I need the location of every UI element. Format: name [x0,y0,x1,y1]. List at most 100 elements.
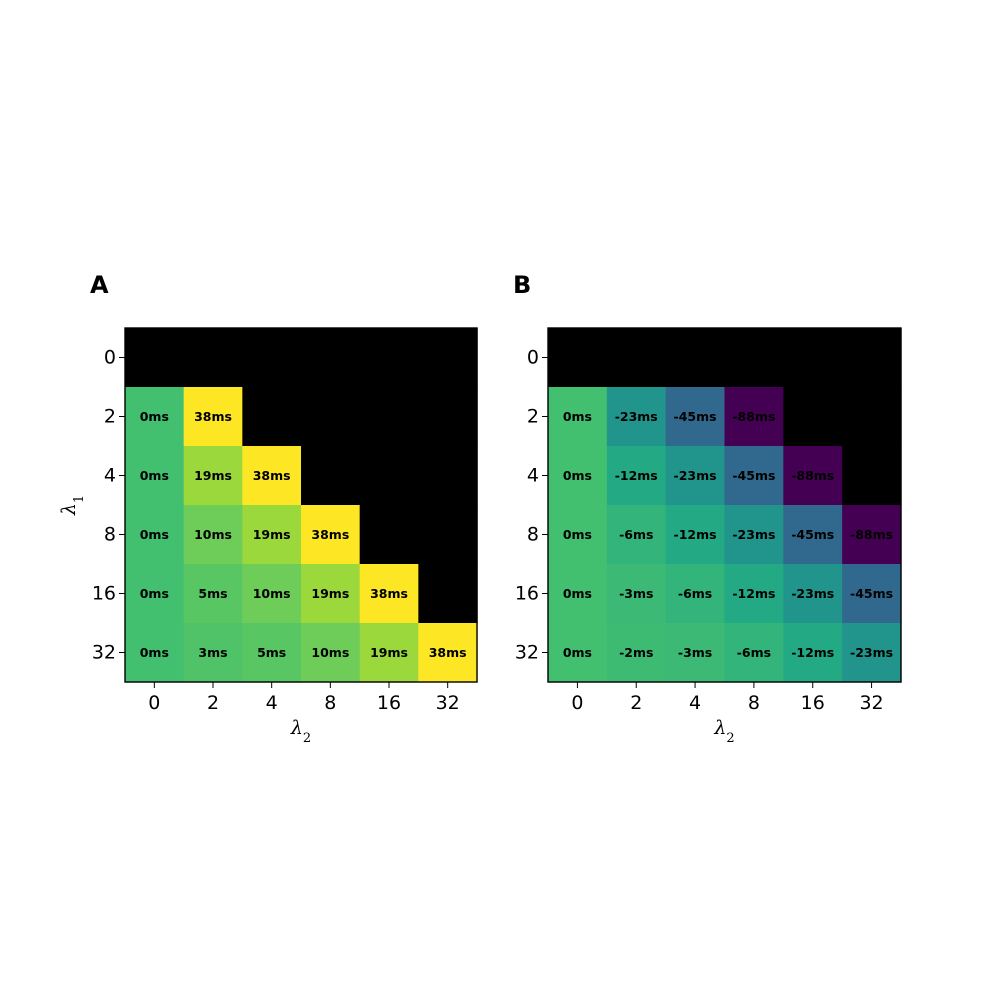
masked-cell [842,328,902,388]
cell-value-label: 19ms [370,645,408,660]
heatmap-cell [183,505,243,565]
cell-value-label: -23ms [791,586,834,601]
masked-cell [418,505,478,565]
panel-b: B 0ms -23ms -45ms -88ms 0ms -12ms -23ms -45ms -88… [513,271,902,746]
heatmap-cell [606,623,667,683]
heatmap-cell [606,446,667,506]
cell-value-label: 19ms [311,586,349,601]
x-tick-label: 4 [689,692,701,714]
x-tick-label: 2 [207,692,219,714]
y-tick-label: 16 [515,583,539,605]
cell-value-label: -45ms [791,527,834,542]
heatmap-cell [724,505,784,565]
heatmap-cell [665,623,726,683]
cell-value-label: 0ms [140,527,169,542]
heatmap-cell [125,623,185,683]
heatmap-cell [183,623,243,683]
x-axis-label: λ2 [713,717,734,746]
heatmap-cell [548,387,608,447]
heatmap-cell [301,564,361,624]
panel-label: B [513,271,531,299]
y-tick-label: 8 [104,524,116,546]
y-axis-label: λ1 [58,495,87,516]
cell-value-label: -12ms [732,586,775,601]
heatmap-cell [359,623,419,683]
heatmap-cell [783,564,843,624]
heatmap-cell [665,564,726,624]
x-tick-label: 4 [266,692,278,714]
masked-cell [418,387,478,447]
heatmap-cell [783,446,843,506]
heatmap-cell [724,387,784,447]
x-tick-label: 16 [377,692,401,714]
heatmap-cell [842,623,902,683]
heatmap-cell [665,446,726,506]
heatmap-cell [125,387,185,447]
heatmap-cell [606,564,667,624]
masked-cell [418,564,478,624]
x-tick-label: 32 [859,692,883,714]
x-tick-label: 16 [801,692,825,714]
x-tick-label: 2 [630,692,642,714]
masked-cell [842,446,902,506]
y-tick-label: 4 [104,465,116,487]
heatmap-cell [242,623,302,683]
masked-cell [783,387,843,447]
masked-cell [183,328,243,388]
cell-value-label: 5ms [257,645,286,660]
cell-value-label: -23ms [732,527,775,542]
y-tick-label: 0 [527,347,539,369]
heatmap-cell [242,564,302,624]
masked-cell [359,505,419,565]
cell-value-label: -45ms [732,468,775,483]
masked-cell [301,446,361,506]
y-tick-label: 32 [515,642,539,664]
masked-cell [301,328,361,388]
heatmap-cell [242,446,302,506]
y-tick-label: 4 [527,465,539,487]
x-tick-label: 8 [324,692,336,714]
heatmap-cell [301,505,361,565]
cell-value-label: -3ms [619,586,653,601]
heatmap-cell [842,564,902,624]
x-tick-label: 32 [436,692,460,714]
cell-value-label: 38ms [253,468,291,483]
x-axis-label: λ2 [290,717,311,746]
y-tick-label: 2 [527,406,539,428]
cell-value-label: 0ms [563,409,592,424]
masked-cell [359,446,419,506]
x-tick-label: 8 [748,692,760,714]
masked-cell [665,328,726,388]
masked-cell [418,328,478,388]
cell-value-label: -3ms [678,645,712,660]
heatmap-cell [418,623,478,683]
masked-cell [842,387,902,447]
heatmap-cell [548,446,608,506]
heatmap-cell [665,505,726,565]
heatmap-cell [125,564,185,624]
cell-value-label: -2ms [619,645,653,660]
cell-value-label: -12ms [791,645,834,660]
x-tick-label: 0 [571,692,583,714]
masked-cell [783,328,843,388]
plot-frame [124,327,478,683]
y-tick-label: 2 [104,406,116,428]
cell-value-label: 19ms [194,468,232,483]
y-tick-label: 0 [104,347,116,369]
masked-cell [606,328,667,388]
masked-cell [242,387,302,447]
cell-value-label: -45ms [674,409,717,424]
cell-value-label: 10ms [311,645,349,660]
masked-cell [242,328,302,388]
heatmap-cell [183,564,243,624]
cell-value-label: 0ms [140,468,169,483]
cell-value-label: -88ms [850,527,893,542]
x-tick-label: 0 [148,692,160,714]
cell-value-label: -23ms [615,409,658,424]
cell-value-label: 0ms [563,586,592,601]
cell-value-label: -88ms [791,468,834,483]
y-tick-label: 16 [92,583,116,605]
cell-value-label: 0ms [563,468,592,483]
cell-value-label: 0ms [563,645,592,660]
heatmap-cell [242,505,302,565]
